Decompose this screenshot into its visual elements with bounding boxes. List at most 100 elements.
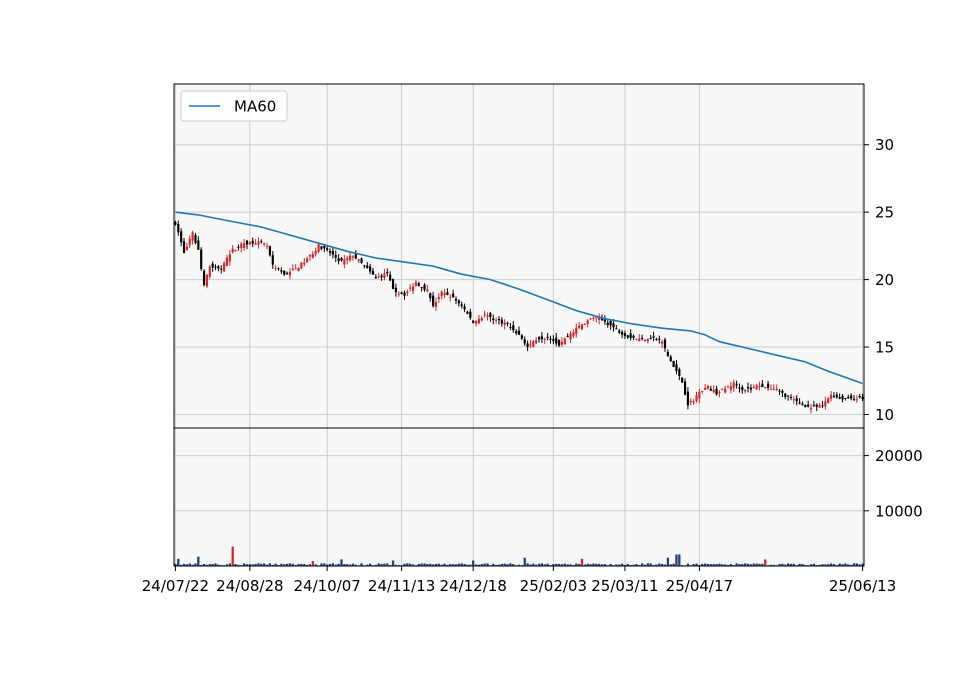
candle-body — [211, 263, 214, 268]
candle-body — [566, 335, 569, 337]
candle-body — [346, 257, 349, 261]
volume-bar — [263, 563, 266, 566]
candle-body — [855, 399, 858, 401]
volume-bar — [798, 563, 801, 566]
candle-body — [380, 275, 383, 278]
candle-body — [638, 338, 641, 342]
volume-bar — [552, 564, 555, 566]
candle-body — [821, 405, 824, 407]
candle-body — [847, 396, 850, 399]
volume-bar — [285, 563, 289, 566]
volume-bar — [595, 563, 598, 566]
volume-bar — [214, 563, 217, 566]
volume-bar — [200, 564, 203, 566]
volume-bar — [675, 554, 678, 566]
candle-body — [449, 296, 452, 298]
candle-body — [463, 306, 466, 310]
candle-body — [257, 241, 260, 245]
volume-bar — [752, 563, 755, 566]
candle-body — [543, 338, 546, 340]
volume-bar — [861, 563, 864, 566]
candle-body — [291, 268, 294, 271]
volume-bar — [575, 563, 578, 566]
candle-body — [223, 263, 226, 272]
volume-bar — [391, 560, 395, 566]
candle-body — [394, 287, 397, 293]
candle-body — [692, 401, 695, 403]
volume-bar — [557, 563, 561, 566]
candle-body — [503, 322, 506, 325]
candle-body — [343, 259, 346, 265]
volume-bar — [586, 563, 589, 566]
volume-bar — [786, 563, 790, 566]
candle-body — [744, 389, 747, 392]
candle-body — [841, 395, 844, 400]
candle-body — [678, 369, 681, 376]
candle-body — [623, 333, 627, 337]
candle-body — [414, 282, 418, 287]
xtick-label: 25/03/11 — [591, 577, 658, 595]
volume-bar — [354, 564, 357, 566]
candle-body — [592, 317, 595, 319]
volume-bar — [480, 564, 483, 566]
candle-body — [274, 267, 277, 269]
volume-bar — [701, 563, 704, 566]
volume-bar — [666, 557, 670, 566]
candle-body — [386, 271, 389, 274]
candle-body — [578, 325, 581, 328]
candle-body — [357, 259, 360, 262]
volume-bar — [738, 564, 741, 566]
candle-body — [389, 274, 392, 281]
volume-bar — [228, 563, 231, 566]
volume-bar — [729, 563, 733, 566]
volume-bar — [182, 563, 186, 566]
volume-bar — [366, 564, 369, 566]
volume-bar — [535, 564, 538, 566]
volume-bar — [698, 564, 701, 566]
candle-body — [500, 319, 503, 324]
candle-body — [649, 337, 652, 339]
candle-body — [434, 301, 438, 307]
candle-body — [331, 251, 334, 255]
candle-body — [555, 337, 558, 344]
candle-body — [457, 300, 460, 304]
volume-bar — [761, 563, 764, 566]
candle-body — [391, 278, 395, 289]
volume-bar — [801, 563, 804, 566]
volume-bar — [500, 563, 503, 566]
volume-bar — [540, 563, 544, 566]
candle-body — [263, 243, 266, 245]
volume-bar — [755, 563, 758, 566]
volume-bar — [434, 563, 438, 566]
volume-bar — [792, 563, 795, 566]
candle-body — [363, 265, 366, 267]
volume-bar — [472, 560, 475, 566]
candle-body — [704, 388, 707, 390]
volume-bar — [718, 563, 721, 566]
candle-body — [515, 331, 518, 334]
candle-body — [483, 314, 486, 316]
candle-body — [709, 388, 712, 391]
candle-body — [228, 254, 231, 262]
candle-body — [721, 388, 724, 390]
volume-bar — [274, 563, 277, 566]
candle-body — [620, 331, 624, 335]
volume-bar — [537, 563, 541, 566]
candle-body — [827, 398, 830, 404]
volume-bar — [257, 563, 260, 566]
candle-body — [517, 330, 521, 335]
volume-bar — [686, 563, 690, 566]
candle-body — [758, 385, 761, 388]
volume-bar — [646, 563, 649, 566]
candle-body — [658, 338, 661, 340]
candle-body — [683, 381, 687, 395]
candle-body — [371, 270, 375, 275]
volume-bar — [723, 564, 727, 566]
volume-bar — [225, 564, 229, 566]
candle-body — [523, 339, 526, 344]
legend-box — [180, 90, 288, 122]
candle-body — [795, 398, 798, 402]
candle-body — [598, 317, 601, 320]
candle-body — [271, 255, 274, 265]
candle-body — [772, 388, 775, 390]
